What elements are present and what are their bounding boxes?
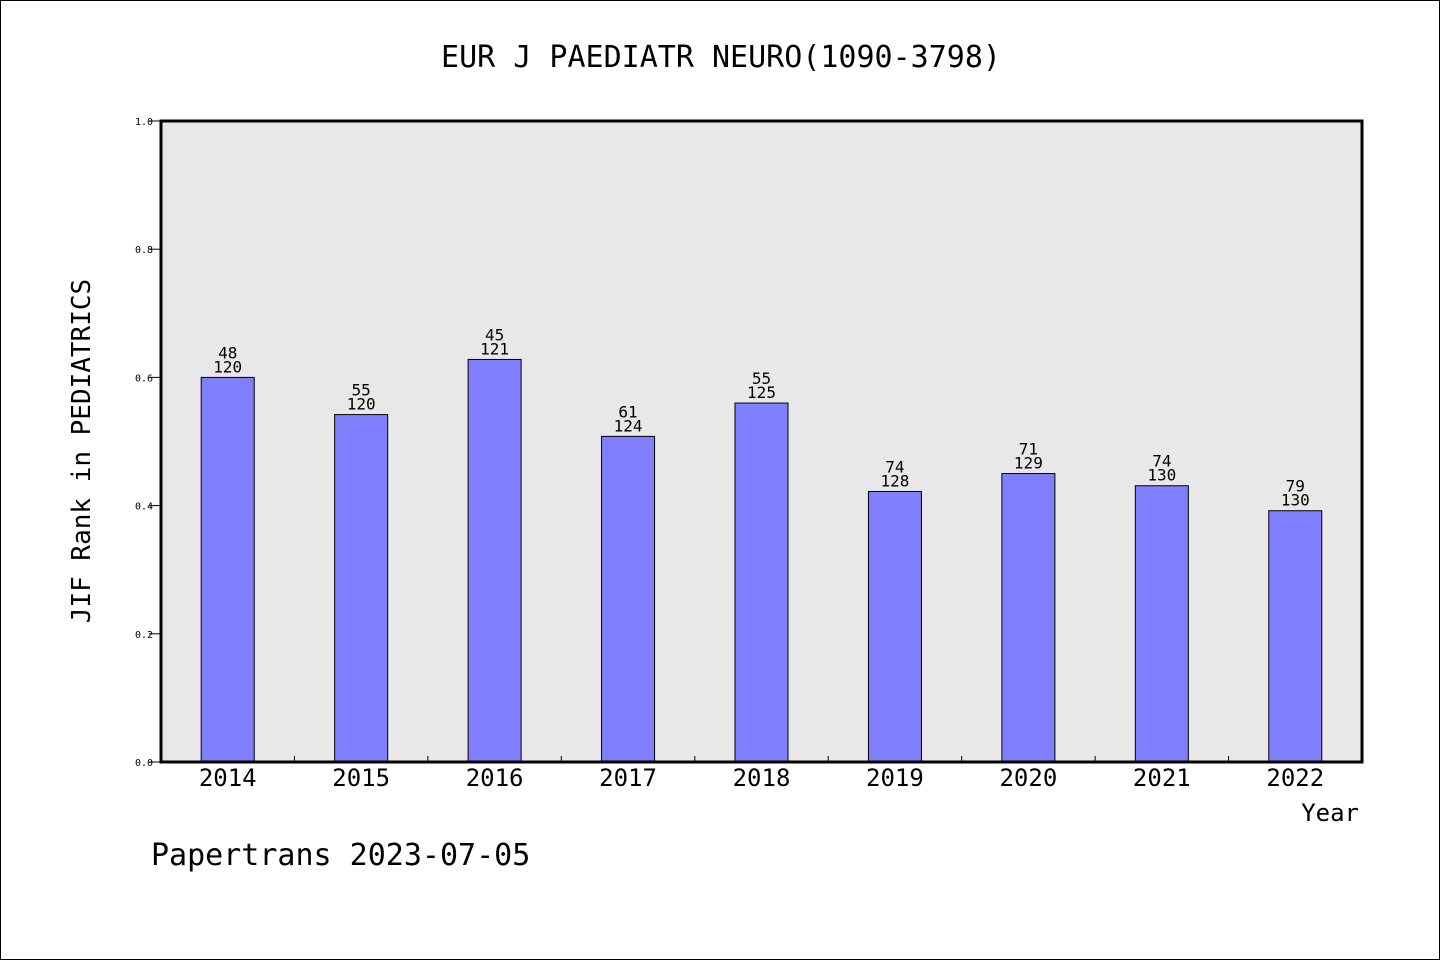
data-label-total-2014: 120	[213, 357, 242, 376]
y-tick-label-0.8: 0.8	[135, 245, 153, 256]
bar-2017	[601, 435, 656, 763]
y-axis-label: JIF Rank in PEDIATRICS	[67, 279, 97, 623]
data-label-total-2017: 124	[614, 416, 643, 435]
bar-2016	[467, 358, 522, 763]
x-tick-label-2019: 2019	[866, 764, 924, 792]
data-label-total-2016: 121	[480, 339, 509, 358]
x-tick-label-2015: 2015	[332, 764, 390, 792]
data-label-rank-2021: 74	[1152, 452, 1171, 471]
x-tick-label-2018: 2018	[733, 764, 791, 792]
x-tick-label-2020: 2020	[999, 764, 1057, 792]
x-tick-label-2014: 2014	[199, 764, 257, 792]
bar-2015	[334, 414, 389, 763]
plot-frame	[159, 119, 1364, 764]
data-label-total-2021: 130	[1147, 466, 1176, 485]
bar-2018	[734, 402, 789, 763]
y-tick-label-1.0: 1.0	[135, 117, 153, 128]
bar-2021	[1134, 485, 1189, 763]
bar-2020	[1001, 473, 1056, 763]
footer-text: Papertrans 2023-07-05	[151, 838, 530, 873]
x-tick-label-2016: 2016	[466, 764, 524, 792]
x-tick-label-2017: 2017	[599, 764, 657, 792]
y-tick-label-0.0: 0.0	[135, 758, 153, 769]
y-tick-label-0.6: 0.6	[135, 373, 153, 384]
bar-2019	[867, 490, 922, 763]
x-axis-label: Year	[1301, 799, 1359, 827]
bar-2014	[200, 376, 255, 763]
data-label-rank-2019: 74	[885, 457, 904, 476]
bar-2022	[1268, 510, 1323, 763]
y-tick-label-0.2: 0.2	[135, 630, 153, 641]
data-label-rank-2022: 79	[1286, 477, 1305, 496]
data-label-total-2015: 120	[347, 395, 376, 414]
data-label-rank-2018: 55	[752, 369, 771, 388]
data-label-rank-2014: 48	[218, 343, 237, 362]
chart-title: EUR J PAEDIATR NEURO(1090-3798)	[441, 40, 1001, 75]
data-label-rank-2016: 45	[485, 325, 504, 344]
data-label-rank-2017: 61	[618, 402, 637, 421]
data-label-rank-2015: 55	[352, 381, 371, 400]
data-label-total-2019: 128	[880, 471, 909, 490]
data-label-rank-2020: 71	[1019, 440, 1038, 459]
data-label-total-2022: 130	[1281, 491, 1310, 510]
x-tick-label-2022: 2022	[1266, 764, 1324, 792]
data-label-total-2018: 125	[747, 383, 776, 402]
y-tick-label-0.4: 0.4	[135, 502, 153, 513]
x-tick-label-2021: 2021	[1133, 764, 1191, 792]
data-label-total-2020: 129	[1014, 454, 1043, 473]
